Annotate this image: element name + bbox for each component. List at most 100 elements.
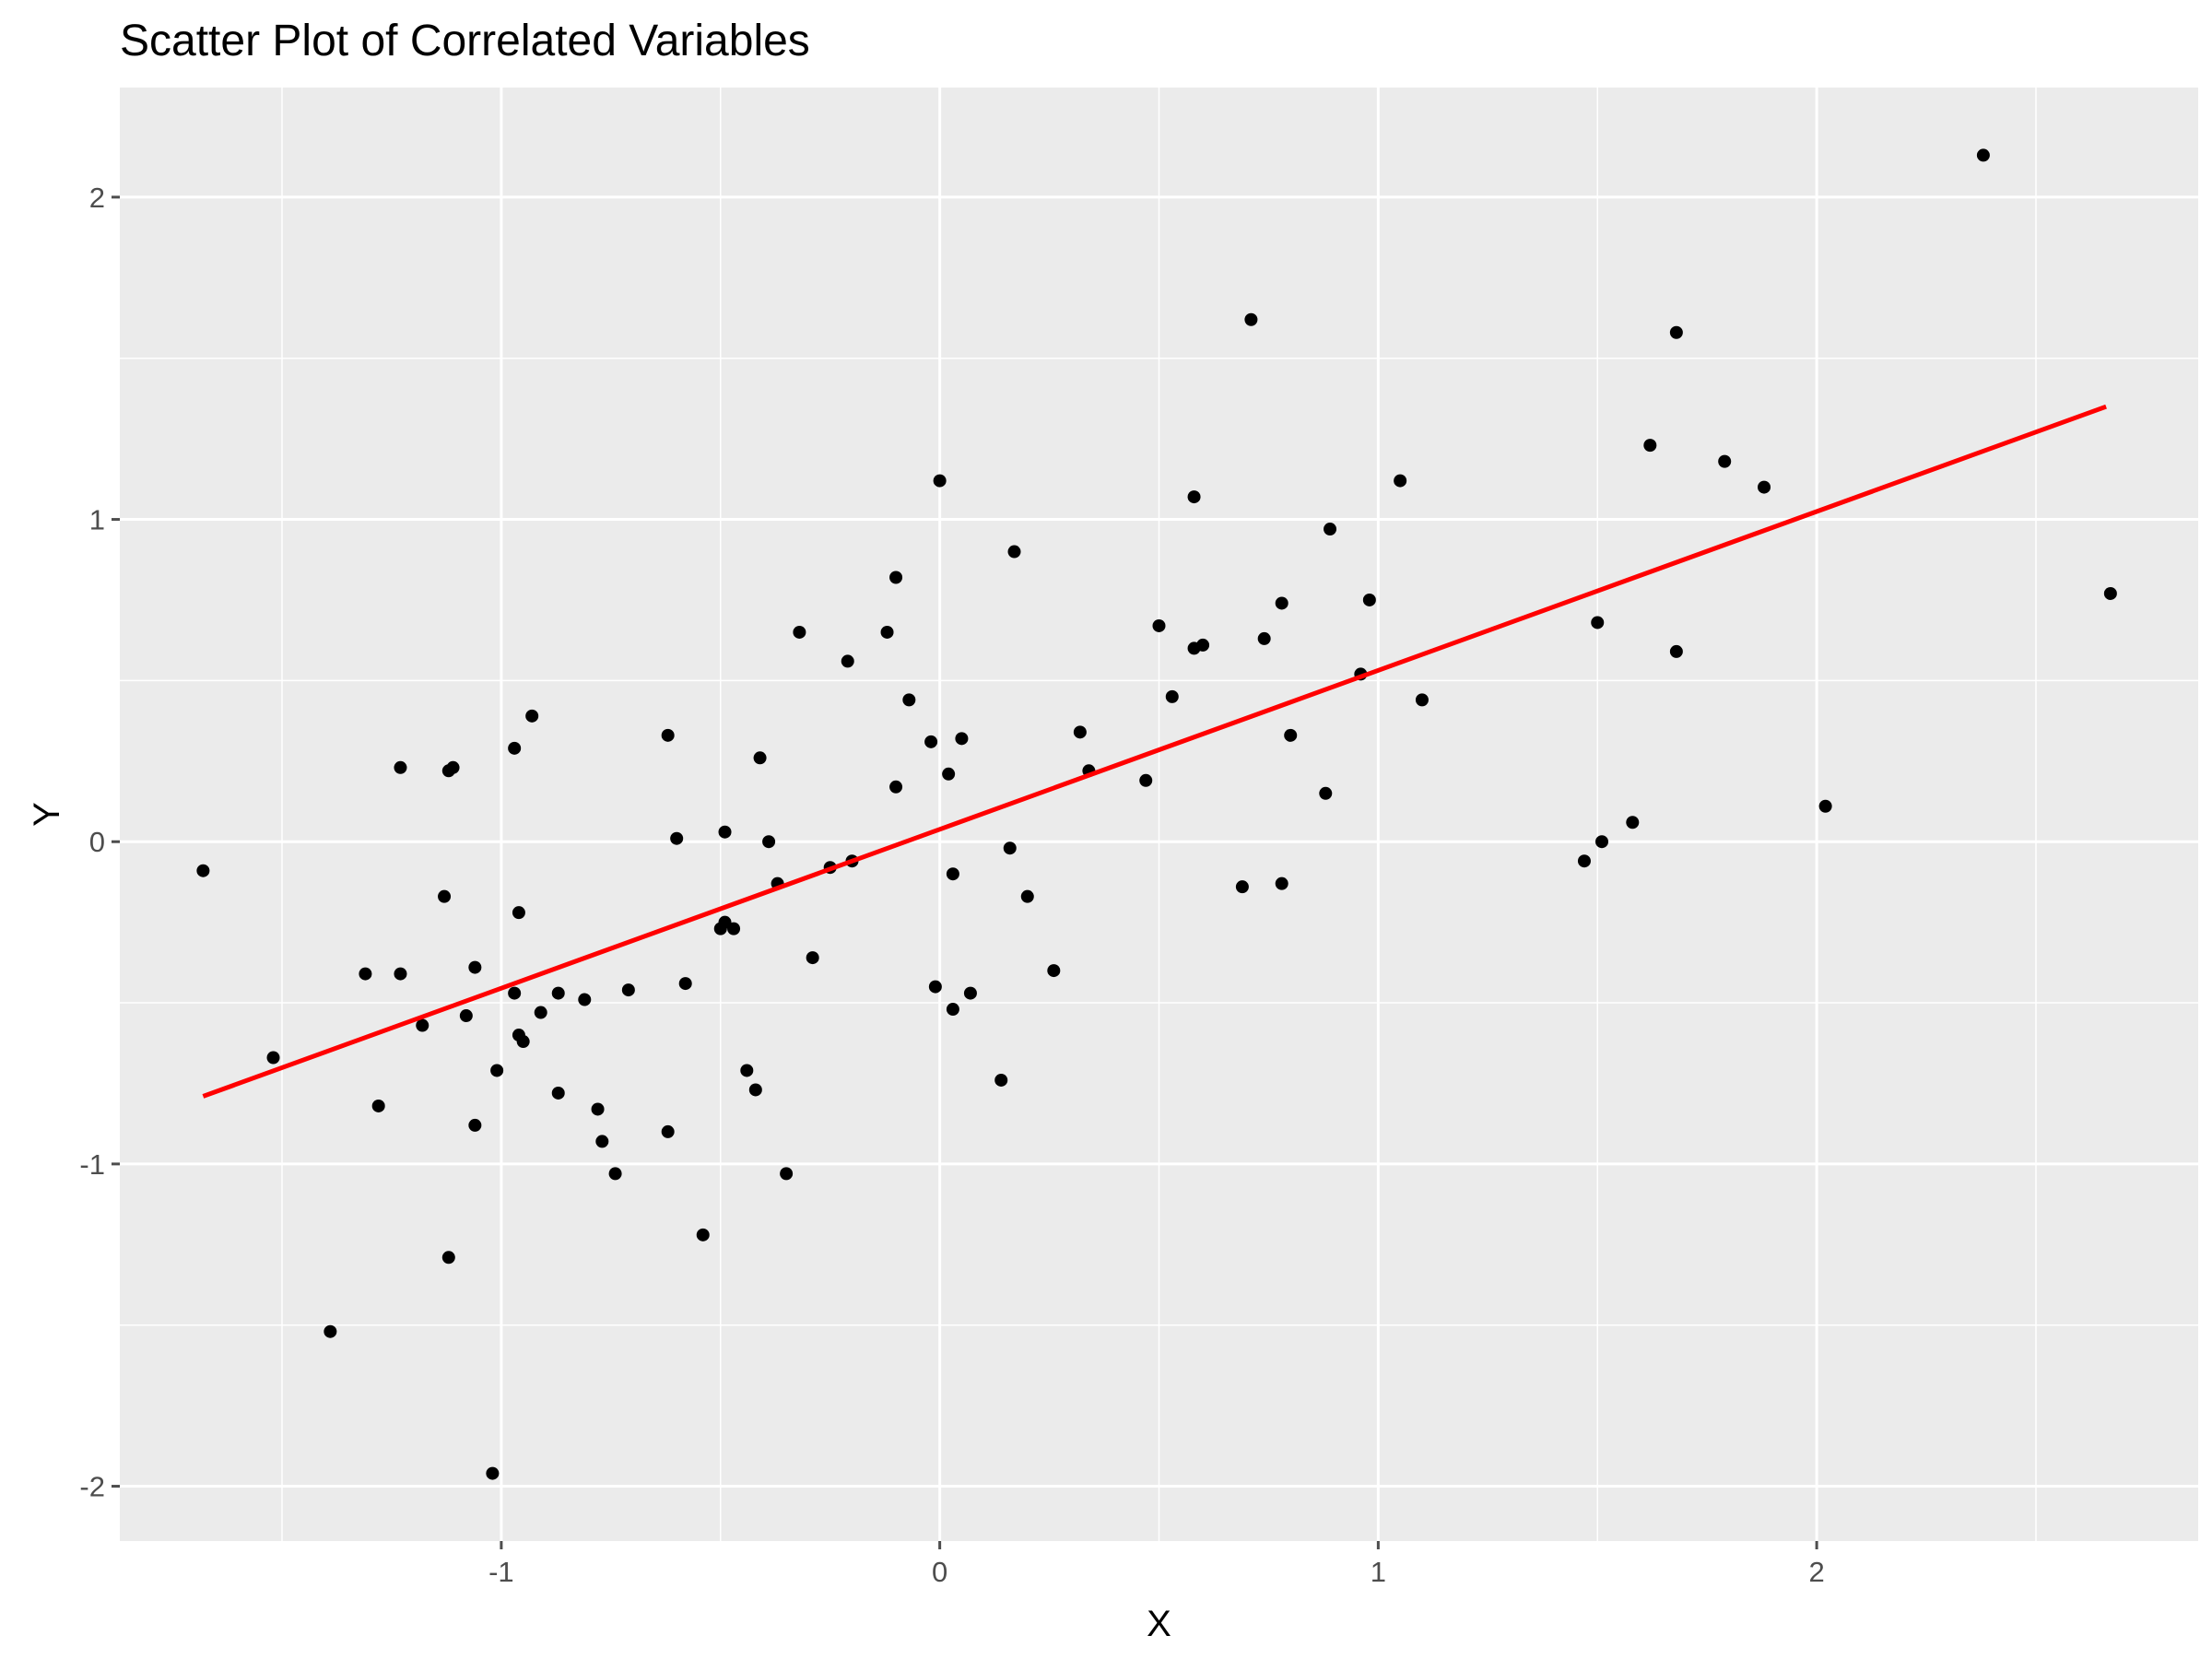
data-point [1577, 854, 1591, 868]
data-point [1758, 480, 1771, 494]
data-point [1244, 312, 1258, 326]
data-point [608, 1167, 622, 1181]
fit-line-layer [202, 404, 2107, 1099]
data-point [1669, 644, 1683, 658]
data-point [459, 1009, 473, 1023]
data-point [394, 967, 407, 981]
data-point [1324, 523, 1337, 536]
x-tick-label: 2 [1808, 1556, 1824, 1588]
data-point [1196, 638, 1210, 652]
data-point [1152, 618, 1166, 632]
data-point [1187, 490, 1201, 504]
data-point [748, 1083, 762, 1097]
data-point [441, 1251, 455, 1265]
x-axis: -1 0 1 2 [488, 1541, 1825, 1588]
data-point [994, 1073, 1008, 1087]
data-point [508, 986, 522, 1000]
data-point [946, 867, 959, 881]
data-point [324, 1324, 337, 1338]
data-point [1139, 773, 1153, 787]
data-point [486, 1466, 500, 1480]
data-point [933, 474, 947, 488]
x-tick-label: 1 [1371, 1556, 1386, 1588]
data-point [661, 728, 675, 742]
data-point [1073, 725, 1087, 739]
data-point [591, 1102, 605, 1116]
data-point [1626, 816, 1640, 830]
data-point [1394, 474, 1407, 488]
data-point [1643, 439, 1657, 453]
data-point [468, 960, 482, 974]
data-point [963, 986, 977, 1000]
data-point [1275, 877, 1288, 890]
data-point [670, 831, 684, 845]
data-point [490, 1064, 504, 1077]
data-point [1591, 616, 1605, 629]
y-tick-label: -2 [79, 1471, 105, 1503]
data-point [924, 735, 938, 748]
y-tick-label: 2 [89, 182, 105, 214]
data-point [880, 625, 894, 639]
data-point [196, 864, 210, 877]
x-axis-title: X [1147, 1604, 1171, 1644]
data-point [946, 1003, 959, 1017]
y-tick-label: -1 [79, 1148, 105, 1181]
y-axis: -2 -1 0 1 2 [79, 182, 120, 1503]
major-gridlines [120, 88, 2198, 1541]
data-point [512, 906, 525, 920]
data-point [727, 922, 741, 935]
data-point [753, 751, 767, 765]
chart-title: Scatter Plot of Correlated Variables [120, 17, 810, 65]
data-point [371, 1099, 385, 1112]
data-point [1275, 596, 1288, 610]
minor-gridlines [120, 88, 2198, 1541]
data-point [1319, 786, 1333, 800]
data-point [621, 983, 635, 997]
data-point [740, 1064, 754, 1077]
data-point [1415, 693, 1429, 707]
data-point [1818, 799, 1832, 813]
data-point [661, 1124, 675, 1138]
x-tick-label: -1 [488, 1556, 514, 1588]
data-point [841, 654, 854, 668]
data-point [1594, 835, 1608, 849]
data-point [1007, 545, 1021, 559]
data-point [942, 767, 956, 781]
data-point [551, 1086, 565, 1100]
data-point [1020, 889, 1034, 903]
data-point [928, 980, 942, 994]
data-point [1165, 689, 1179, 703]
data-point [1362, 593, 1376, 606]
data-point [551, 986, 565, 1000]
data-point [889, 780, 903, 794]
data-point [1284, 728, 1298, 742]
data-point [1003, 841, 1017, 855]
data-point [678, 977, 692, 991]
data-point [696, 1228, 710, 1241]
data-point [1047, 964, 1061, 978]
data-point [534, 1006, 547, 1019]
data-point [902, 693, 916, 707]
data-point [578, 993, 592, 1006]
y-tick-label: 1 [89, 504, 105, 536]
data-point [516, 1035, 530, 1049]
x-tick-label: 0 [932, 1556, 947, 1588]
y-axis-title: Y [27, 802, 67, 827]
data-point [762, 835, 776, 849]
data-point [955, 732, 969, 746]
data-point [359, 967, 372, 981]
data-point [793, 625, 806, 639]
data-point [718, 825, 732, 839]
data-point [446, 760, 460, 774]
data-point [2103, 586, 2117, 600]
data-point [595, 1135, 609, 1148]
data-point [1718, 454, 1732, 468]
data-point [525, 709, 539, 723]
data-point [806, 951, 819, 965]
regression-line [202, 404, 2107, 1099]
data-point [394, 760, 407, 774]
data-point [416, 1018, 429, 1032]
data-point [1235, 880, 1249, 894]
data-point [468, 1118, 482, 1132]
